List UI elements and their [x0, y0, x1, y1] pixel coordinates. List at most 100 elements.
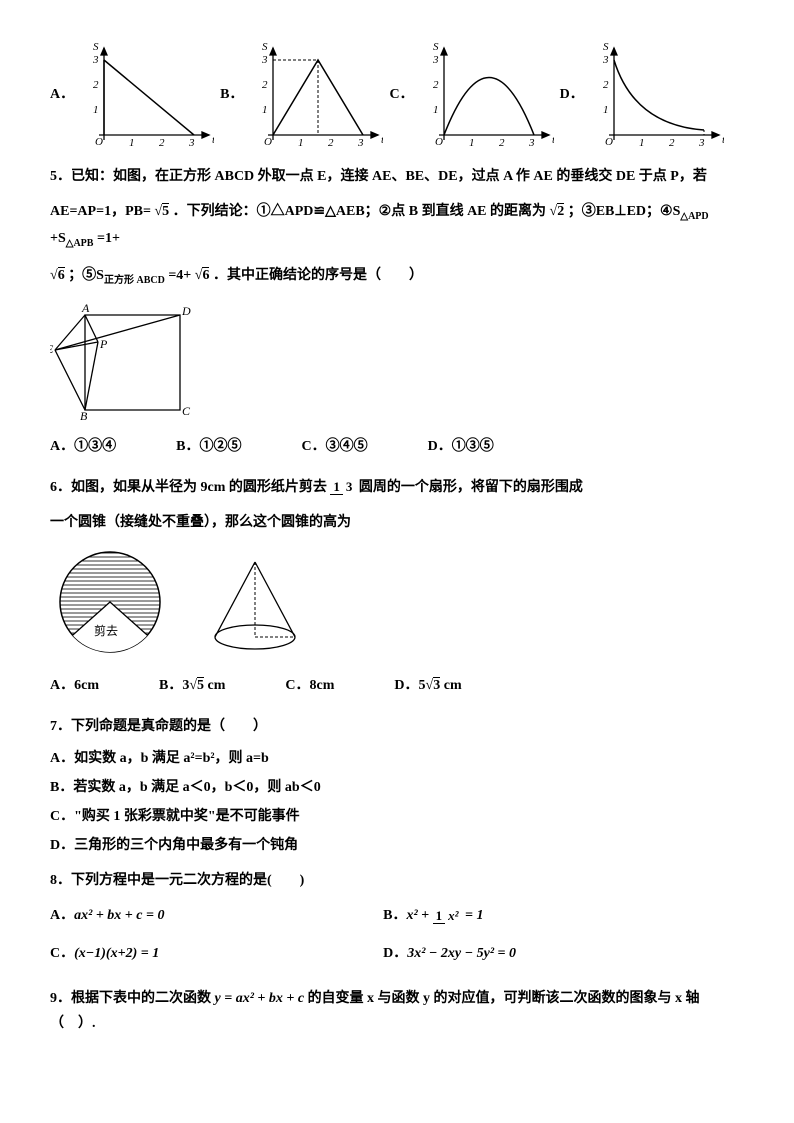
q5-opt-b[interactable]: B．①②⑤: [176, 434, 241, 459]
q6-opt-b[interactable]: B．3√5 cm: [159, 673, 225, 698]
q6-t1: 6．如图，如果从半径为 9cm 的圆形纸片剪去: [50, 480, 330, 495]
q6-opt-a[interactable]: A．6cm: [50, 673, 99, 698]
svg-text:2: 2: [603, 79, 609, 91]
svg-text:1: 1: [93, 104, 99, 116]
q8-opt-b[interactable]: B．x² + 1x² = 1: [383, 903, 716, 928]
chart-b: t S O 1 2 3 1 2 3: [253, 40, 383, 150]
svg-text:3: 3: [528, 137, 535, 149]
q5-figure: A D C B E P: [50, 300, 744, 420]
svg-text:O: O: [95, 136, 103, 148]
q6-circle-fig: 剪去: [50, 547, 170, 657]
svg-text:3: 3: [261, 54, 268, 66]
svg-text:1: 1: [603, 104, 609, 116]
svg-text:1: 1: [433, 104, 439, 116]
svg-text:3: 3: [357, 137, 364, 149]
svg-text:O: O: [605, 136, 613, 148]
svg-text:1: 1: [469, 137, 475, 149]
q6-frac: 13: [330, 480, 355, 494]
chart-c: t S O 1 2 3 1 2 3: [424, 40, 554, 150]
q7-opt-d[interactable]: D．三角形的三个内角中最多有一个钝角: [50, 833, 744, 858]
chart-opt-c-label: C．: [389, 82, 413, 107]
q6-opt-d[interactable]: D．5√3 cm: [394, 673, 461, 698]
q9-text: 9．根据下表中的二次函数 y = ax² + bx + c 的自变量 x 与函数…: [50, 986, 744, 1036]
svg-text:O: O: [435, 136, 443, 148]
svg-text:剪去: 剪去: [94, 623, 118, 638]
svg-text:t: t: [381, 134, 383, 146]
q5-t5: ；⑤S: [68, 268, 104, 283]
q7-opt-a[interactable]: A．如实数 a，b 满足 a²=b²，则 a=b: [50, 746, 744, 771]
q5-t4: =1+: [97, 231, 120, 246]
q6-cone-fig: [200, 547, 310, 657]
q5-options: A．①③④ B．①②⑤ C．③④⑤ D．①③⑤: [50, 430, 744, 463]
svg-text:S: S: [603, 41, 609, 53]
q8-options: A．ax² + bx + c = 0 B．x² + 1x² = 1 C．(x−1…: [50, 899, 744, 973]
svg-text:2: 2: [433, 79, 439, 91]
q6-options: A．6cm B．3√5 cm C．8cm D．5√3 cm: [50, 669, 744, 702]
q6-line1: 6．如图，如果从半径为 9cm 的圆形纸片剪去 13 圆周的一个扇形，将留下的扇…: [50, 475, 744, 500]
svg-text:t: t: [552, 134, 554, 146]
svg-text:2: 2: [328, 137, 334, 149]
q5-line1: 5．已知：如图，在正方形 ABCD 外取一点 E，连接 AE、BE、DE，过点 …: [50, 164, 744, 189]
chart-opt-b-label: B．: [220, 82, 243, 107]
svg-text:t: t: [212, 134, 214, 146]
q6-line2: 一个圆锥（接缝处不重叠），那么这个圆锥的高为: [50, 510, 744, 535]
svg-text:1: 1: [129, 137, 135, 149]
chart-opt-d-label: D．: [560, 82, 584, 107]
sqrt6a: √6: [50, 267, 65, 283]
svg-text:1: 1: [298, 137, 304, 149]
q8-text: 8．下列方程中是一元二次方程的是( ): [50, 868, 744, 893]
q8-opt-c[interactable]: C．(x−1)(x+2) = 1: [50, 941, 383, 966]
q5-t7: ．其中正确结论的序号是（ ）: [213, 268, 423, 283]
sqrt2: √2: [550, 203, 565, 219]
q6-opt-c[interactable]: C．8cm: [285, 673, 334, 698]
q5-t2: ．下列结论：①△APD≌△AEB；②点 B 到直线 AE 的距离为: [173, 204, 550, 219]
svg-text:S: S: [262, 41, 268, 53]
q5-sub3: 正方形 ABCD: [104, 275, 165, 286]
svg-text:2: 2: [93, 79, 99, 91]
svg-text:S: S: [433, 41, 439, 53]
svg-text:3: 3: [92, 54, 99, 66]
q5-opt-a[interactable]: A．①③④: [50, 434, 116, 459]
q5-opt-c[interactable]: C．③④⑤: [301, 434, 367, 459]
svg-text:D: D: [181, 304, 191, 318]
q5-opt-d[interactable]: D．①③⑤: [428, 434, 494, 459]
svg-text:A: A: [81, 301, 90, 315]
svg-text:2: 2: [499, 137, 505, 149]
q6-figures: 剪去: [50, 547, 744, 657]
sqrt6b: √6: [195, 267, 210, 283]
q5-sub2: △APB: [66, 238, 94, 249]
svg-text:3: 3: [602, 54, 609, 66]
q5-t1: AE=AP=1，PB=: [50, 204, 154, 219]
svg-text:t: t: [722, 134, 724, 146]
sqrt5: √5: [154, 203, 169, 219]
q5-sub1: △APD: [680, 211, 708, 222]
q8-opt-a[interactable]: A．ax² + bx + c = 0: [50, 903, 383, 928]
svg-text:1: 1: [262, 104, 268, 116]
q7-opt-c[interactable]: C．"购买 1 张彩票就中奖"是不可能事件: [50, 804, 744, 829]
chart-a: tS O 123 123: [84, 40, 214, 150]
svg-text:2: 2: [669, 137, 675, 149]
svg-text:2: 2: [159, 137, 165, 149]
q7-opt-b[interactable]: B．若实数 a，b 满足 a＜0，b＜0，则 ab＜0: [50, 775, 744, 800]
q7-text: 7．下列命题是真命题的是（ ）: [50, 714, 744, 739]
svg-text:2: 2: [262, 79, 268, 91]
svg-text:S: S: [93, 41, 99, 53]
q5-t3: ；③EB⊥ED；④S: [568, 204, 681, 219]
svg-text:P: P: [99, 337, 108, 351]
q9-eq: y = ax² + bx + c: [215, 991, 305, 1006]
q5-t6: =4+: [168, 268, 191, 283]
q9-t1: 9．根据下表中的二次函数: [50, 991, 215, 1006]
q6-t2: 圆周的一个扇形，将留下的扇形围成: [359, 480, 583, 495]
q5-line3: √6 ；⑤S正方形 ABCD =4+ √6 ．其中正确结论的序号是（ ）: [50, 263, 744, 290]
svg-text:B: B: [80, 409, 88, 420]
chart-options-row: A． t S O 1 2 3 1 2 3 B． t S O 1 2 3 1 2 3: [50, 40, 744, 150]
q8-opt-d[interactable]: D．3x² − 2xy − 5y² = 0: [383, 941, 716, 966]
svg-text:1: 1: [639, 137, 645, 149]
chart-d: t S O 1 2 3 1 2 3: [594, 40, 724, 150]
svg-text:E: E: [50, 342, 54, 356]
svg-text:3: 3: [432, 54, 439, 66]
svg-text:O: O: [264, 136, 272, 148]
chart-opt-a-label: A．: [50, 82, 74, 107]
svg-text:3: 3: [698, 137, 705, 149]
q5-plus: +S: [50, 231, 66, 246]
